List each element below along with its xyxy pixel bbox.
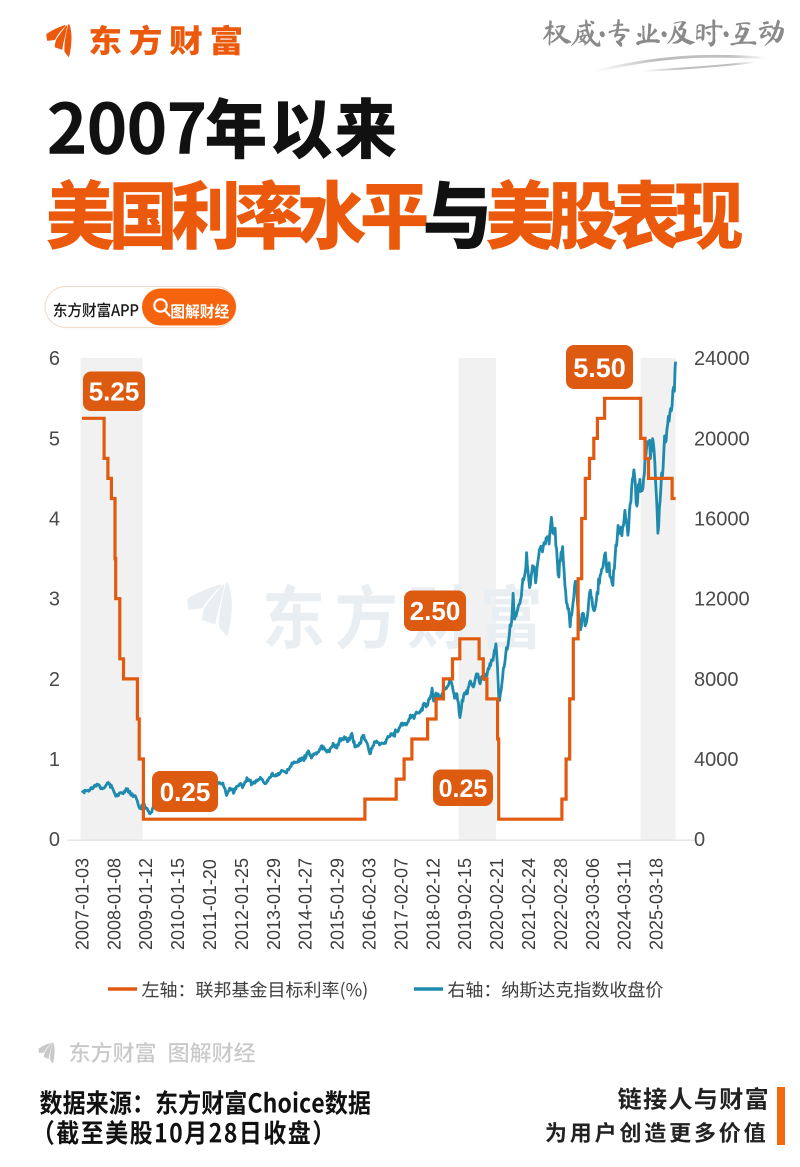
- svg-text:2023-03-06: 2023-03-06: [583, 858, 603, 950]
- svg-text:3: 3: [49, 589, 60, 611]
- svg-text:24000: 24000: [694, 348, 750, 370]
- svg-text:20000: 20000: [694, 428, 750, 450]
- svg-text:12000: 12000: [694, 589, 750, 611]
- svg-text:5: 5: [49, 428, 60, 450]
- svg-text:2011-01-20: 2011-01-20: [200, 859, 220, 950]
- svg-text:0: 0: [49, 829, 60, 851]
- svg-text:2008-01-08: 2008-01-08: [104, 858, 124, 950]
- svg-text:2012-01-25: 2012-01-25: [232, 858, 252, 950]
- svg-text:2007-01-03: 2007-01-03: [72, 858, 92, 950]
- svg-text:5.50: 5.50: [573, 353, 626, 383]
- svg-text:0: 0: [694, 829, 705, 851]
- svg-text:2019-02-15: 2019-02-15: [455, 858, 475, 950]
- svg-text:5.25: 5.25: [89, 377, 140, 407]
- svg-text:2016-02-03: 2016-02-03: [360, 858, 380, 950]
- svg-text:4000: 4000: [694, 749, 739, 771]
- svg-text:4: 4: [49, 509, 60, 531]
- svg-text:2025-03-18: 2025-03-18: [647, 858, 667, 950]
- svg-text:2022-02-28: 2022-02-28: [551, 858, 571, 950]
- svg-text:2018-02-12: 2018-02-12: [423, 858, 443, 950]
- svg-text:2015-01-29: 2015-01-29: [328, 858, 348, 950]
- svg-text:2017-02-07: 2017-02-07: [391, 858, 411, 950]
- svg-text:2024-03-11: 2024-03-11: [615, 859, 635, 950]
- svg-text:2013-01-29: 2013-01-29: [264, 858, 284, 950]
- svg-text:2.50: 2.50: [410, 596, 461, 626]
- svg-text:0.25: 0.25: [439, 775, 488, 803]
- svg-text:2021-02-24: 2021-02-24: [519, 858, 539, 950]
- svg-text:8000: 8000: [694, 669, 739, 691]
- svg-text:2009-01-12: 2009-01-12: [136, 858, 156, 950]
- svg-text:2010-01-15: 2010-01-15: [168, 858, 188, 950]
- svg-text:1: 1: [49, 749, 60, 771]
- svg-text:2020-02-21: 2020-02-21: [487, 858, 507, 950]
- svg-text:6: 6: [49, 348, 60, 370]
- svg-text:2: 2: [49, 669, 60, 691]
- svg-text:2014-01-27: 2014-01-27: [296, 858, 316, 950]
- svg-text:16000: 16000: [694, 509, 750, 531]
- svg-text:0.25: 0.25: [160, 777, 211, 807]
